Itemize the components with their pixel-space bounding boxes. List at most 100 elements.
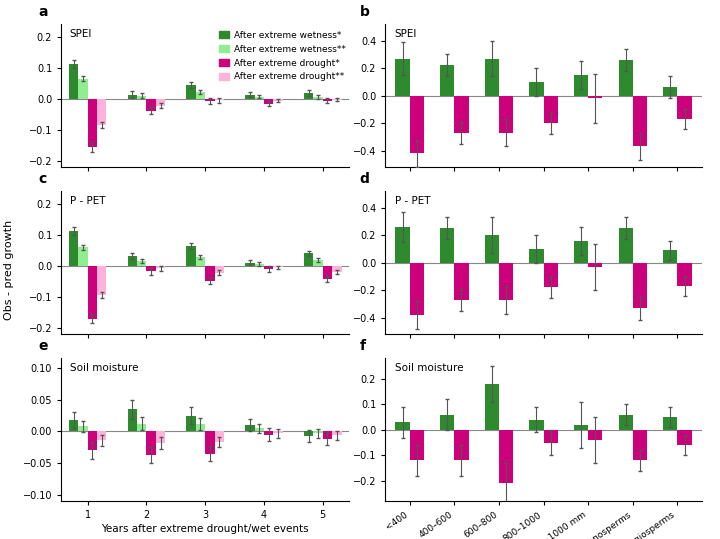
Bar bbox=[69, 231, 78, 266]
Bar bbox=[454, 430, 469, 460]
Bar bbox=[78, 247, 88, 266]
Bar bbox=[156, 431, 165, 443]
Bar bbox=[264, 266, 274, 269]
Bar bbox=[323, 99, 332, 101]
Bar bbox=[618, 229, 633, 263]
Bar bbox=[127, 409, 137, 431]
Bar bbox=[88, 266, 97, 319]
Bar bbox=[137, 261, 146, 266]
Bar bbox=[304, 431, 313, 436]
Bar bbox=[332, 431, 341, 436]
Bar bbox=[255, 264, 264, 266]
Bar bbox=[485, 59, 499, 96]
Bar bbox=[196, 424, 205, 431]
Bar bbox=[485, 384, 499, 430]
Bar bbox=[440, 65, 454, 96]
Text: Soil moisture: Soil moisture bbox=[70, 363, 138, 373]
Bar bbox=[215, 266, 224, 273]
Bar bbox=[499, 263, 513, 300]
Bar bbox=[323, 266, 332, 279]
Bar bbox=[156, 99, 165, 106]
Bar bbox=[410, 96, 424, 154]
Bar bbox=[499, 430, 513, 483]
Bar bbox=[678, 96, 692, 119]
Text: P - PET: P - PET bbox=[70, 196, 105, 206]
Bar bbox=[663, 87, 678, 96]
Bar bbox=[618, 60, 633, 96]
Text: Obs - pred growth: Obs - pred growth bbox=[4, 219, 14, 320]
Bar bbox=[574, 75, 588, 96]
Bar bbox=[274, 99, 283, 101]
Bar bbox=[499, 96, 513, 133]
Bar bbox=[544, 263, 558, 287]
Bar bbox=[246, 95, 255, 99]
Bar bbox=[663, 251, 678, 263]
Bar bbox=[205, 431, 215, 454]
Bar bbox=[69, 420, 78, 431]
Bar bbox=[78, 426, 88, 431]
Bar bbox=[69, 64, 78, 99]
Bar bbox=[205, 266, 215, 281]
Bar bbox=[97, 431, 107, 440]
Bar bbox=[196, 257, 205, 266]
Bar bbox=[127, 95, 137, 99]
Text: a: a bbox=[38, 4, 48, 18]
Bar bbox=[588, 430, 603, 440]
Bar bbox=[440, 229, 454, 263]
Bar bbox=[454, 263, 469, 300]
Bar bbox=[332, 99, 341, 100]
Bar bbox=[88, 431, 97, 451]
Bar bbox=[544, 96, 558, 123]
Bar bbox=[678, 263, 692, 286]
Bar bbox=[574, 425, 588, 430]
Bar bbox=[529, 82, 544, 96]
Text: e: e bbox=[38, 338, 48, 353]
Bar bbox=[440, 414, 454, 430]
Bar bbox=[633, 263, 647, 308]
Bar bbox=[618, 414, 633, 430]
Bar bbox=[78, 79, 88, 99]
Bar bbox=[97, 99, 107, 125]
Bar bbox=[215, 99, 224, 100]
Bar bbox=[410, 263, 424, 315]
Bar bbox=[186, 246, 196, 266]
Bar bbox=[127, 256, 137, 266]
Bar bbox=[215, 431, 224, 441]
Text: SPEI: SPEI bbox=[70, 29, 92, 39]
Bar bbox=[313, 260, 323, 266]
Bar bbox=[544, 430, 558, 443]
Bar bbox=[323, 431, 332, 439]
Bar bbox=[410, 430, 424, 460]
Legend: After extreme wetness*, After extreme wetness**, After extreme drought*, After e: After extreme wetness*, After extreme we… bbox=[217, 29, 348, 84]
Bar bbox=[313, 97, 323, 99]
Bar bbox=[137, 424, 146, 431]
Bar bbox=[395, 422, 410, 430]
Bar bbox=[633, 96, 647, 147]
Bar bbox=[156, 266, 165, 268]
Bar bbox=[395, 227, 410, 263]
Bar bbox=[588, 263, 603, 267]
Bar bbox=[485, 236, 499, 263]
Text: SPEI: SPEI bbox=[395, 29, 417, 39]
Bar bbox=[454, 96, 469, 133]
Text: Soil moisture: Soil moisture bbox=[395, 363, 463, 373]
Bar bbox=[313, 431, 323, 433]
Bar bbox=[574, 241, 588, 263]
Text: P - PET: P - PET bbox=[395, 196, 431, 206]
Bar bbox=[264, 431, 274, 434]
Text: d: d bbox=[360, 171, 370, 185]
Bar bbox=[88, 99, 97, 147]
Bar bbox=[633, 430, 647, 460]
Bar bbox=[255, 429, 264, 431]
Bar bbox=[529, 249, 544, 263]
Bar bbox=[274, 431, 283, 433]
Bar bbox=[304, 93, 313, 99]
Bar bbox=[186, 85, 196, 99]
Bar bbox=[246, 263, 255, 266]
Text: c: c bbox=[38, 171, 46, 185]
Bar bbox=[304, 253, 313, 266]
Bar bbox=[196, 92, 205, 99]
Text: f: f bbox=[360, 338, 366, 353]
Bar bbox=[264, 99, 274, 103]
Bar bbox=[332, 266, 341, 272]
